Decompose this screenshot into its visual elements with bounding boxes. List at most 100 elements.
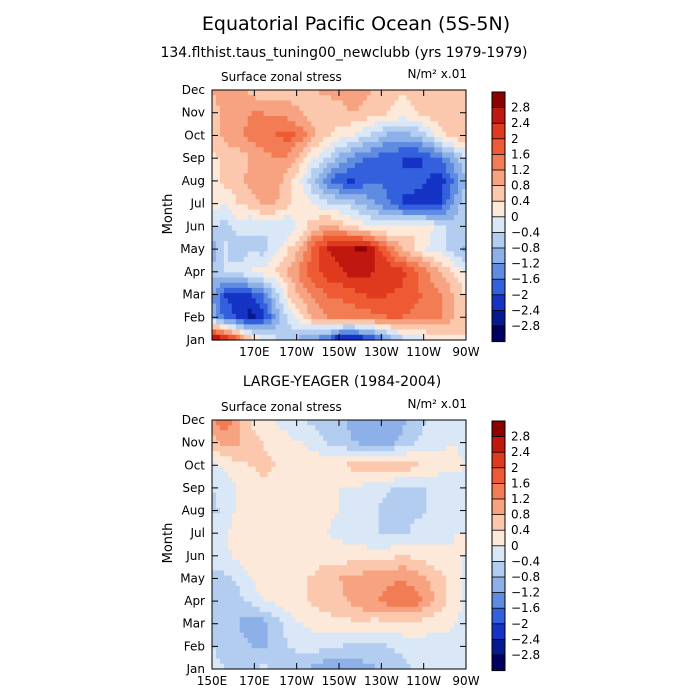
heatmap-cell <box>346 235 352 242</box>
heatmap-cell <box>287 209 292 216</box>
heatmap-cell <box>215 246 221 253</box>
heatmap-cell <box>275 168 281 174</box>
heatmap-cell <box>231 456 237 463</box>
heatmap-cell <box>386 534 392 540</box>
heatmap-cell <box>386 126 392 133</box>
heatmap-cell <box>339 136 344 143</box>
heatmap-cell <box>394 235 400 242</box>
heatmap-cell <box>319 487 324 494</box>
heatmap-cell <box>410 147 416 154</box>
heatmap-cell <box>215 303 221 310</box>
heatmap-cell <box>358 241 364 247</box>
heatmap-cell <box>446 95 451 102</box>
heatmap-cell <box>263 513 269 520</box>
heatmap-cell <box>366 110 372 117</box>
heatmap-cell <box>303 105 308 112</box>
heatmap-cell <box>275 430 281 437</box>
heatmap-cell <box>418 461 423 468</box>
heatmap-cell <box>263 503 269 509</box>
heatmap-cell <box>223 445 229 452</box>
heatmap-cell <box>212 277 217 284</box>
heatmap-cell <box>215 518 221 525</box>
heatmap-cell <box>398 430 404 437</box>
heatmap-cell <box>398 451 404 457</box>
heatmap-cell <box>354 110 360 117</box>
heatmap-cell <box>426 420 431 426</box>
heatmap-cell <box>327 445 332 452</box>
heatmap-cell <box>315 116 320 122</box>
heatmap-cell <box>267 142 273 148</box>
heatmap-cell <box>462 126 467 133</box>
heatmap-cell <box>350 110 356 117</box>
heatmap-cell <box>390 508 396 514</box>
heatmap-cell <box>239 303 245 310</box>
heatmap-cell <box>223 220 229 227</box>
heatmap-cell <box>422 471 427 478</box>
heatmap-cell <box>279 313 285 320</box>
heatmap-cell <box>279 445 285 452</box>
heatmap-cell <box>438 194 443 200</box>
heatmap-cell <box>450 440 455 447</box>
heatmap-cell <box>283 293 289 299</box>
heatmap-cell <box>398 95 404 102</box>
heatmap-cell <box>327 178 332 185</box>
heatmap-cell <box>422 251 427 258</box>
heatmap-cell <box>442 308 447 315</box>
heatmap-cell <box>354 261 360 268</box>
heatmap-cell <box>227 319 233 325</box>
heatmap-cell <box>275 420 281 426</box>
heatmap-cell <box>212 215 217 221</box>
heatmap-cell <box>406 215 412 221</box>
heatmap-cell <box>291 492 296 499</box>
heatmap-cell <box>370 534 376 540</box>
heatmap-cell <box>247 523 253 530</box>
heatmap-cell <box>255 162 261 169</box>
heatmap-cell <box>442 126 447 133</box>
heatmap-cell <box>243 282 249 289</box>
heatmap-cell <box>239 277 245 284</box>
heatmap-cell <box>450 168 455 174</box>
heatmap-cell <box>271 508 277 514</box>
heatmap-cell <box>239 565 245 572</box>
heatmap-cell <box>259 261 265 268</box>
heatmap-cell <box>255 308 261 315</box>
heatmap-cell <box>430 220 435 227</box>
heatmap-cell <box>283 497 289 504</box>
heatmap-cell <box>259 157 265 164</box>
heatmap-cell <box>215 544 221 551</box>
heatmap-cell <box>255 319 261 325</box>
heatmap-cell <box>275 544 281 551</box>
heatmap-cell <box>378 308 384 315</box>
heatmap-cell <box>335 147 340 154</box>
heatmap-cell <box>267 241 273 247</box>
heatmap-cell <box>402 334 408 341</box>
heatmap-cell <box>450 105 455 112</box>
heatmap-cell <box>438 173 443 180</box>
heatmap-cell <box>398 329 404 336</box>
heatmap-cell <box>398 204 404 211</box>
heatmap-cell <box>382 492 388 499</box>
heatmap-cell <box>243 298 249 305</box>
heatmap-cell <box>295 261 300 268</box>
heatmap-cell <box>410 560 416 566</box>
heatmap-cell <box>263 298 269 305</box>
heatmap-cell <box>358 544 364 551</box>
heatmap-cell <box>390 334 396 341</box>
heatmap-cell <box>275 147 281 154</box>
heatmap-cell <box>255 287 261 294</box>
heatmap-cell <box>426 194 431 200</box>
heatmap-cell <box>398 534 404 540</box>
heatmap-cell <box>291 445 296 452</box>
heatmap-cell <box>327 251 332 258</box>
heatmap-cell <box>434 313 439 320</box>
heatmap-cell <box>212 534 217 540</box>
heatmap-cell <box>382 261 388 268</box>
heatmap-cell <box>327 420 332 426</box>
heatmap-cell <box>323 136 328 143</box>
heatmap-cell <box>418 95 423 102</box>
heatmap-cell <box>438 142 443 148</box>
heatmap-cell <box>342 204 348 211</box>
heatmap-cell <box>267 188 273 195</box>
heatmap-cell <box>434 251 439 258</box>
heatmap-cell <box>378 477 384 483</box>
